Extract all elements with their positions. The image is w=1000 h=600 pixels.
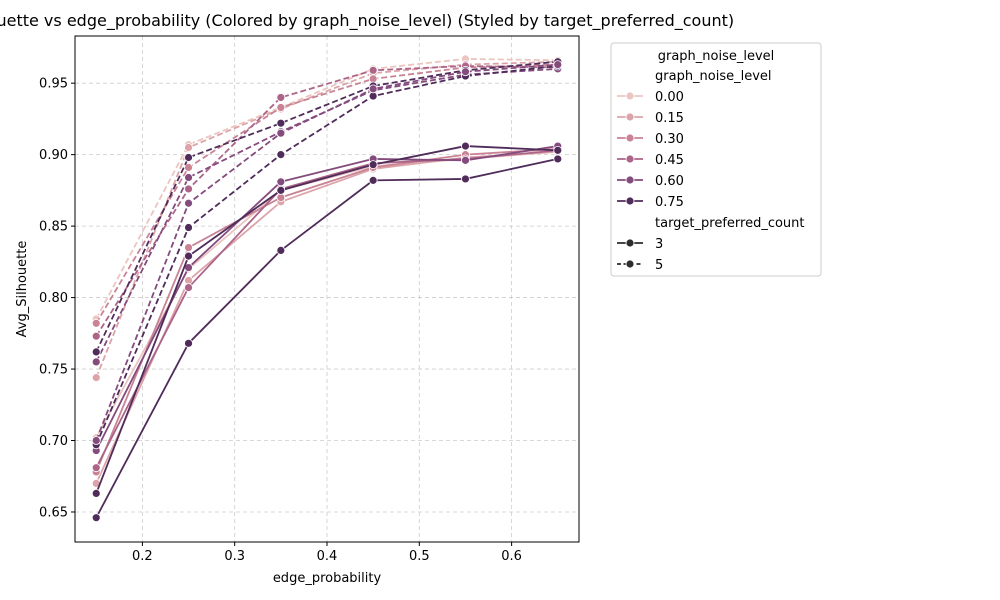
legend-title: graph_noise_level <box>658 49 775 64</box>
series-line <box>95 65 558 446</box>
x-tick-label: 0.3 <box>224 549 245 564</box>
data-point <box>461 67 470 77</box>
y-tick-label: 0.90 <box>39 148 68 163</box>
data-point <box>91 347 101 357</box>
series-line <box>95 60 558 353</box>
legend-hue-swatch-marker <box>625 91 635 101</box>
data-point <box>368 65 378 75</box>
data-point <box>184 251 193 261</box>
data-point <box>184 223 193 232</box>
x-tick-label: 0.4 <box>317 549 338 564</box>
data-point <box>91 489 101 498</box>
data-point <box>91 318 101 328</box>
series-line <box>95 67 558 363</box>
data-point <box>184 283 193 292</box>
x-tick-label: 0.5 <box>409 549 430 564</box>
legend-style-title: target_preferred_count <box>655 216 805 231</box>
legend-box <box>610 42 822 277</box>
x-axis-label: edge_probability <box>273 571 382 586</box>
data-point <box>184 143 193 152</box>
data-point <box>461 141 470 151</box>
series-line <box>95 65 558 337</box>
data-point <box>276 177 286 187</box>
y-tick-label: 0.80 <box>39 291 68 306</box>
series-line <box>95 150 558 484</box>
y-tick-label: 0.75 <box>39 363 68 378</box>
legend-hue-title: graph_noise_level <box>655 69 772 84</box>
legend-hue-label: 0.45 <box>655 153 684 168</box>
data-point <box>91 373 101 383</box>
data-point <box>553 145 563 155</box>
x-tick-label: 0.2 <box>132 549 153 564</box>
data-point <box>276 150 286 160</box>
y-axis: 0.65 0.70 0.75 0.80 0.85 0.90 0.95 <box>39 77 75 520</box>
legend-hue-label: 0.00 <box>655 90 684 105</box>
y-tick-label: 0.65 <box>39 505 68 520</box>
data-point <box>276 93 286 102</box>
series-line <box>95 148 558 473</box>
data-point <box>276 128 286 138</box>
data-point <box>553 60 563 69</box>
data-point <box>184 173 193 182</box>
data-point <box>368 84 378 94</box>
data-point <box>276 246 286 255</box>
legend-style-label: 5 <box>655 258 663 273</box>
chart-title: Avg_Silhouette vs edge_probability (Colo… <box>0 11 734 31</box>
series-line <box>95 145 558 494</box>
y-axis-label: Avg_Silhouette <box>15 241 30 338</box>
legend-hue-swatch-marker <box>625 112 635 122</box>
legend-hue-swatch-marker <box>625 154 635 164</box>
legend-style-label: 3 <box>655 237 663 252</box>
data-point <box>368 160 378 170</box>
data-point <box>368 175 378 185</box>
legend-hue-swatch-marker <box>625 196 635 206</box>
series-line <box>95 57 558 320</box>
data-point <box>461 174 470 184</box>
y-tick-label: 0.95 <box>39 77 68 92</box>
legend-hue-swatch-marker <box>625 133 635 143</box>
legend-hue-label: 0.30 <box>655 132 684 147</box>
data-point <box>184 163 193 172</box>
y-tick-label: 0.85 <box>39 220 68 235</box>
series-line <box>95 60 558 378</box>
data-point <box>184 243 193 252</box>
data-point <box>184 153 193 162</box>
data-point <box>461 155 470 165</box>
legend-hue-label: 0.15 <box>655 111 684 126</box>
data-point <box>91 331 101 341</box>
y-tick-label: 0.70 <box>39 434 68 449</box>
data-point <box>184 184 193 194</box>
grid-layer <box>75 36 579 542</box>
series-line <box>95 158 558 519</box>
data-point <box>184 338 193 348</box>
series-line <box>95 63 558 441</box>
data-point <box>91 463 101 473</box>
data-point <box>276 185 286 195</box>
data-point <box>276 103 286 112</box>
legend-style-swatch-marker <box>625 259 635 269</box>
legend-style-swatch-marker <box>625 238 635 248</box>
data-point <box>91 357 101 367</box>
data-point <box>276 118 286 128</box>
legend-hue-label: 0.60 <box>655 174 684 189</box>
x-axis: 0.2 0.3 0.4 0.5 0.6 <box>132 542 522 564</box>
data-point <box>553 154 563 164</box>
data-point <box>184 198 193 208</box>
data-point <box>91 513 101 523</box>
legend-hue-label: 0.75 <box>655 195 684 210</box>
legend-hue-swatch-marker <box>625 175 635 185</box>
legend: graph_noise_level graph_noise_level 0.00… <box>610 42 822 277</box>
series-layer <box>91 54 563 523</box>
x-tick-label: 0.6 <box>501 549 522 564</box>
series-0.75-3 <box>91 154 563 523</box>
data-point <box>91 436 101 445</box>
series-0.75-5 <box>91 60 563 445</box>
series-0.00-3 <box>91 141 563 498</box>
